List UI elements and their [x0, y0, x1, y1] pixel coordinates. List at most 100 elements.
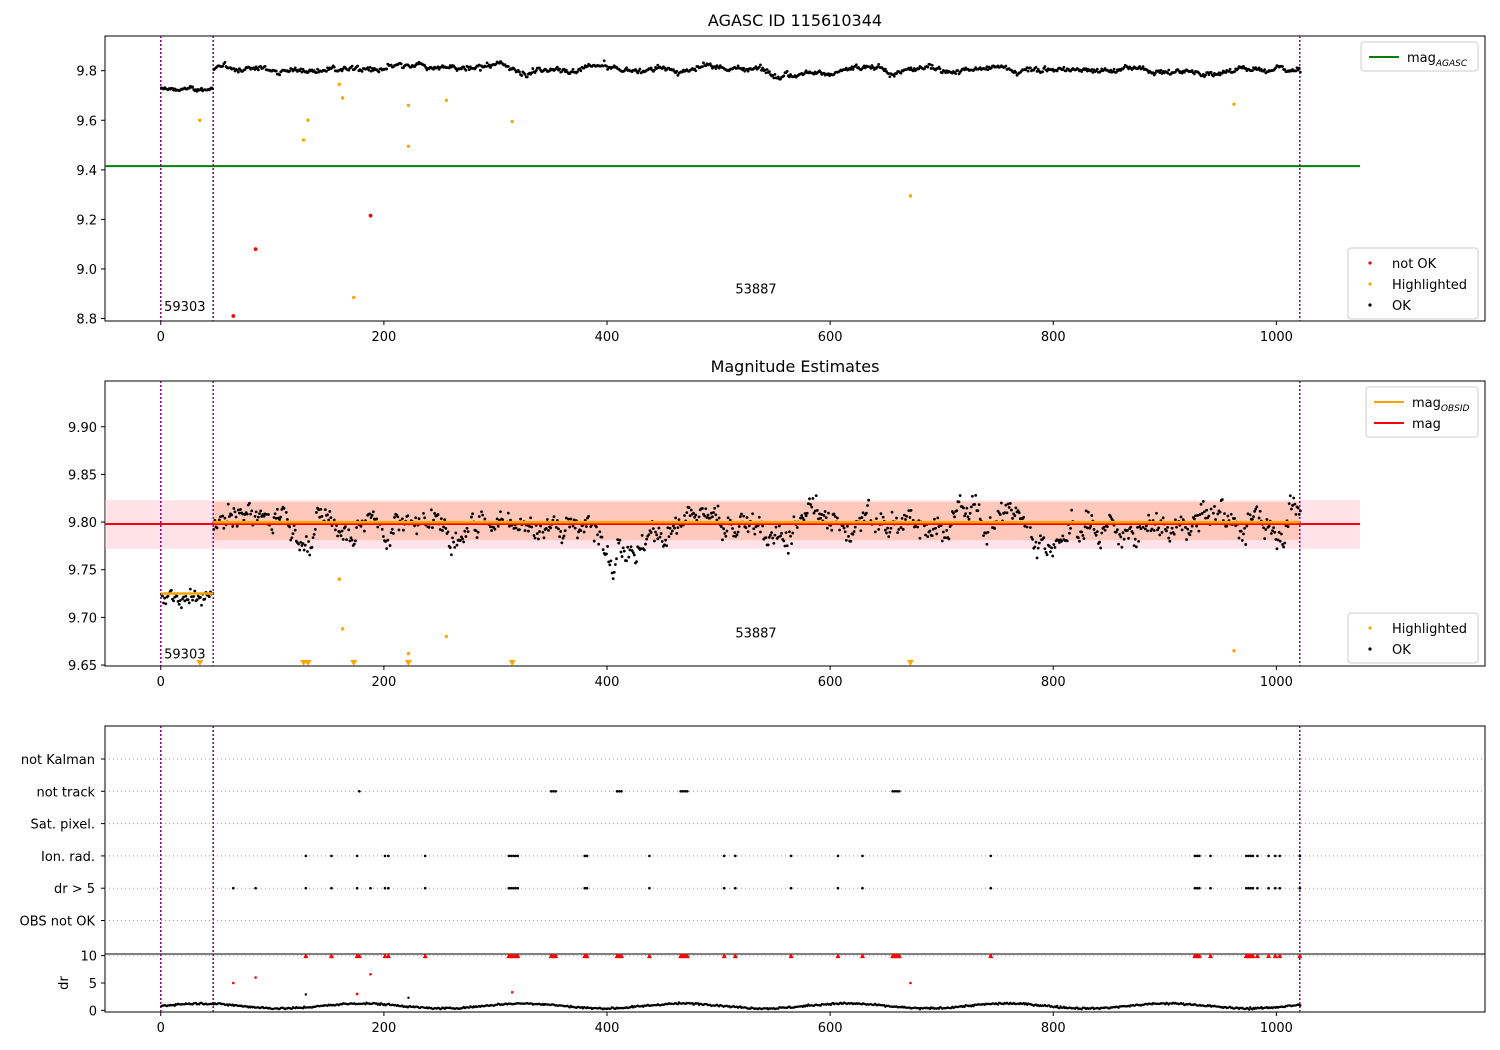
ok-point	[243, 68, 247, 71]
dr-clipped-marker	[1196, 953, 1202, 959]
ok-point	[1252, 515, 1255, 519]
ok-point	[694, 69, 698, 73]
ok-point	[1030, 535, 1033, 539]
ok-point	[193, 589, 197, 593]
flag-marker	[1198, 854, 1201, 858]
highlighted-point	[908, 194, 913, 198]
ok-point	[713, 506, 717, 510]
y-tick-label: 9.0	[76, 263, 97, 278]
ok-point	[304, 535, 308, 538]
ok-point	[339, 534, 343, 537]
ok-point	[986, 530, 990, 534]
flag-marker	[552, 790, 555, 793]
ok-point	[1084, 67, 1088, 70]
ok-point	[1036, 67, 1040, 71]
ok-point	[928, 529, 932, 533]
ok-point	[1146, 69, 1149, 72]
ok-point	[601, 548, 605, 552]
ok-point	[671, 524, 675, 528]
ok-point	[562, 534, 566, 538]
ok-point	[916, 525, 920, 529]
ok-point	[1152, 529, 1156, 532]
dr-clipped-marker	[553, 953, 559, 959]
ok-point	[1025, 66, 1029, 70]
ok-point	[576, 70, 579, 74]
ok-point	[212, 527, 216, 531]
ok-point	[1292, 496, 1296, 500]
ok-point	[495, 517, 499, 521]
flag-marker	[583, 886, 587, 890]
ok-point	[442, 525, 445, 529]
ok-point	[635, 560, 638, 563]
flag-marker	[895, 790, 899, 793]
ok-point	[1214, 518, 1217, 521]
ok-point	[1282, 545, 1286, 549]
ok-point	[234, 515, 238, 519]
ok-point	[178, 599, 182, 602]
ok-point	[303, 543, 307, 547]
dr-outlier-point	[254, 976, 257, 979]
ok-point	[685, 511, 689, 515]
ok-point	[1209, 70, 1213, 74]
ok-point	[666, 526, 670, 530]
flag-marker	[507, 886, 511, 890]
ok-point	[584, 525, 588, 528]
legend-label: not OK	[1392, 257, 1437, 272]
flag-marker	[789, 886, 793, 890]
ok-point	[1220, 71, 1224, 75]
ok-point	[284, 510, 288, 514]
dr-clipped-marker	[303, 953, 309, 959]
ok-point	[211, 87, 215, 91]
ok-point	[759, 63, 762, 67]
ok-point	[1280, 532, 1283, 536]
dr-clipped-marker	[988, 953, 994, 959]
ok-point	[380, 527, 384, 531]
ok-point	[221, 514, 225, 518]
ok-point	[258, 512, 261, 516]
ok-point	[642, 548, 646, 552]
ok-point	[808, 497, 811, 501]
ok-point	[689, 508, 693, 512]
ok-point	[1250, 517, 1254, 521]
ok-point	[1151, 71, 1155, 75]
ok-point	[1211, 74, 1215, 78]
ok-point	[1016, 509, 1020, 513]
ok-point	[616, 538, 620, 542]
ok-point	[988, 516, 992, 519]
dr-clipped-marker	[684, 953, 690, 959]
ok-point	[1090, 68, 1094, 71]
dr-clipped-marker	[1208, 953, 1214, 959]
off-scale-marker	[350, 660, 358, 666]
ok-point	[1189, 529, 1193, 533]
flag-marker	[683, 790, 687, 793]
ok-point	[414, 516, 418, 520]
ok-point	[626, 545, 630, 549]
ok-point	[940, 539, 944, 543]
ok-point	[607, 560, 611, 564]
not-ok-point	[368, 213, 373, 218]
ok-point	[647, 533, 651, 537]
ok-point	[811, 497, 815, 500]
ok-point	[1204, 73, 1207, 77]
ok-point	[483, 517, 487, 521]
y-tick-label: 9.65	[68, 659, 97, 674]
ok-point	[1147, 513, 1151, 517]
ok-point	[1172, 532, 1176, 536]
ok-point	[1070, 508, 1074, 512]
ok-point	[375, 517, 379, 521]
ok-point	[391, 531, 395, 535]
ok-point	[1263, 537, 1267, 541]
ok-point	[1031, 537, 1035, 541]
ok-point	[756, 524, 760, 528]
ok-point	[1293, 502, 1297, 506]
ok-point	[475, 536, 479, 539]
ok-point	[858, 516, 862, 520]
ok-point	[929, 67, 933, 70]
ok-point	[1157, 526, 1161, 530]
dr-outlier-point	[355, 992, 359, 996]
ok-point	[487, 63, 491, 67]
ok-point	[476, 530, 480, 534]
ok-point	[846, 524, 849, 528]
ok-point	[869, 66, 873, 70]
ok-point	[1126, 529, 1129, 532]
